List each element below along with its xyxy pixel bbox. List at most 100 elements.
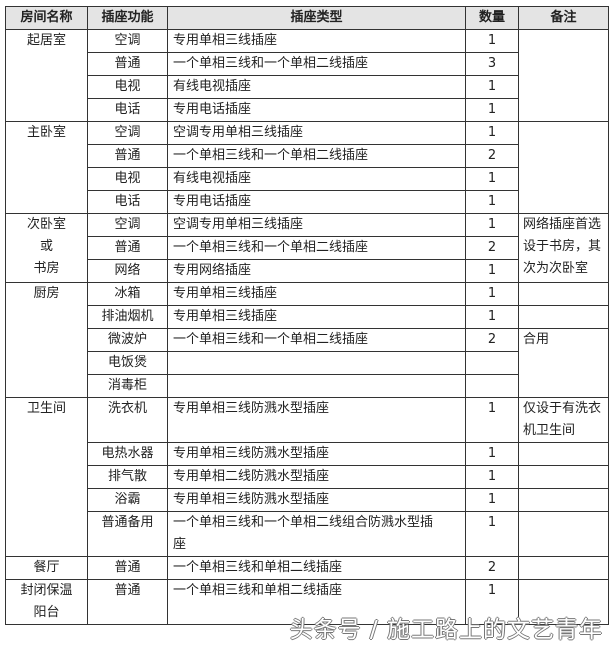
socket-type: 一个单相三线和单相二线插座: [167, 556, 466, 580]
room-name-line: 餐厅: [33, 560, 60, 575]
socket-function: 洗衣机: [87, 397, 168, 443]
table-row: 排油烟机 专用单相三线插座 1: [6, 305, 609, 329]
socket-function: 空调: [87, 29, 168, 53]
remark: [518, 579, 609, 625]
remark: 合用: [518, 328, 609, 398]
table-row: 电饭煲: [6, 351, 609, 375]
quantity: 1: [465, 397, 519, 443]
table-body: 起居室 空调 专用单相三线插座 1 普通 一个单相三线和一个单相二线插座 3 电视 有线电视插座…: [5, 29, 609, 625]
quantity: 1: [465, 213, 519, 237]
header-room: 房间名称: [5, 6, 88, 30]
room-name-cell: 次卧室或书房: [5, 213, 88, 283]
room-name-cell: 卫生间: [5, 397, 88, 557]
remark: [518, 442, 609, 466]
table-row: 电视 有线电视插座 1: [6, 75, 609, 99]
table-row: 厨房 冰箱 专用单相三线插座 1: [5, 282, 609, 398]
quantity: 2: [465, 144, 519, 168]
socket-function: 普通备用: [87, 511, 168, 557]
table-row: 电热水器 专用单相三线防溅水型插座 1: [6, 442, 609, 466]
table-row: 消毒柜: [6, 374, 609, 398]
table-row: 普通 一个单相三线和一个单相二线插座 2: [6, 236, 609, 260]
socket-type: 专用单相二线防溅水型插座: [167, 465, 466, 489]
socket-function: 浴霸: [87, 488, 168, 512]
socket-function: 排油烟机: [87, 305, 168, 329]
table-row: 次卧室或书房 空调 空调专用单相三线插座 1 网络插座首选设于书房，其次为次卧室: [5, 213, 609, 283]
room-name-cell: 厨房: [5, 282, 88, 398]
header-type: 插座类型: [167, 6, 466, 30]
socket-function: 普通: [87, 236, 168, 260]
remark: [518, 305, 609, 329]
socket-function: 普通: [87, 144, 168, 168]
room-name-line: 阳台: [33, 605, 60, 620]
socket-type: 有线电视插座: [167, 167, 466, 191]
socket-function: 普通: [87, 556, 168, 580]
watermark: 头条号 / 施工路上的文艺青年: [289, 617, 603, 643]
room-name-line: 或: [39, 239, 53, 254]
socket-function: 微波炉: [87, 328, 168, 352]
socket-type: 专用网络插座: [167, 259, 466, 283]
quantity: 2: [465, 556, 519, 580]
room-name-line: 主卧室: [26, 125, 66, 140]
quantity: 1: [465, 305, 519, 329]
quantity: 1: [465, 259, 519, 283]
table-row: 封闭保温 阳台 普通 一个单相三线和单相二线插座 1: [5, 579, 609, 625]
quantity: 1: [465, 282, 519, 306]
socket-function: 电热水器: [87, 442, 168, 466]
quantity: 1: [465, 121, 519, 145]
table-row: 主卧室 空调 空调专用单相三线插座 1: [5, 121, 609, 214]
table-row: 普通备用 一个单相三线和一个单相二线组合防溅水型插座 1: [6, 511, 609, 557]
room-name-line: 书房: [33, 261, 60, 276]
socket-function: 电话: [87, 190, 168, 214]
remark: [518, 29, 609, 122]
socket-function: 空调: [87, 213, 168, 237]
table-row: 电视 有线电视插座 1: [6, 167, 609, 191]
header-function: 插座功能: [87, 6, 168, 30]
quantity: 1: [465, 190, 519, 214]
room-name-line: 次卧室: [26, 217, 66, 232]
socket-type: [167, 351, 466, 375]
table-row: 餐厅 普通 一个单相三线和单相二线插座 2: [5, 556, 609, 580]
quantity: 1: [465, 442, 519, 466]
room-name-cell: 封闭保温 阳台: [5, 579, 88, 625]
socket-type: 一个单相三线和一个单相二线插座: [167, 328, 466, 352]
socket-function: 空调: [87, 121, 168, 145]
table-row: 网络 专用网络插座 1: [6, 259, 609, 283]
socket-config-table: 房间名称 插座功能 插座类型 数量 备注 起居室 空调 专用单相三线插座 1 普通 一个单…: [5, 6, 609, 625]
table-row: 普通 一个单相三线和一个单相二线插座 2: [6, 144, 609, 168]
room-name-cell: 起居室: [5, 29, 88, 122]
table-row: 浴霸 专用单相三线防溅水型插座 1: [6, 488, 609, 512]
socket-type: 专用单相三线防溅水型插座: [167, 397, 466, 443]
remark: 仅设于有洗衣机卫生间: [518, 397, 609, 443]
remark: [518, 488, 609, 512]
quantity: [465, 351, 519, 375]
socket-type: 专用电话插座: [167, 98, 466, 122]
table-row: 起居室 空调 专用单相三线插座 1: [5, 29, 609, 122]
socket-function: 电饭煲: [87, 351, 168, 375]
socket-type: 一个单相三线和一个单相二线插座: [167, 236, 466, 260]
socket-type: 专用单相三线插座: [167, 29, 466, 53]
table-row: 微波炉 一个单相三线和一个单相二线插座 2 合用: [6, 328, 609, 398]
socket-function: 电话: [87, 98, 168, 122]
room-name-cell: 餐厅: [5, 556, 88, 580]
room-name-line: 卫生间: [26, 401, 66, 416]
socket-type: 空调专用单相三线插座: [167, 213, 466, 237]
socket-function: 普通: [87, 579, 168, 625]
socket-function: 网络: [87, 259, 168, 283]
socket-type: [167, 374, 466, 398]
quantity: 1: [465, 75, 519, 99]
quantity: 1: [465, 98, 519, 122]
quantity: 2: [465, 236, 519, 260]
header-row: 房间名称 插座功能 插座类型 数量 备注: [5, 6, 609, 30]
quantity: 1: [465, 488, 519, 512]
socket-type: 有线电视插座: [167, 75, 466, 99]
socket-type: 空调专用单相三线插座: [167, 121, 466, 145]
table-row: 普通 一个单相三线和一个单相二线插座 3: [6, 52, 609, 76]
table-row: 电话 专用电话插座 1: [6, 98, 609, 122]
socket-type: 专用单相三线插座: [167, 282, 466, 306]
room-name-line: 封闭保温: [20, 583, 73, 598]
remark: 网络插座首选设于书房，其次为次卧室: [518, 213, 609, 283]
quantity: 1: [465, 167, 519, 191]
socket-type: 专用电话插座: [167, 190, 466, 214]
socket-type: 专用单相三线插座: [167, 305, 466, 329]
socket-function: 电视: [87, 167, 168, 191]
